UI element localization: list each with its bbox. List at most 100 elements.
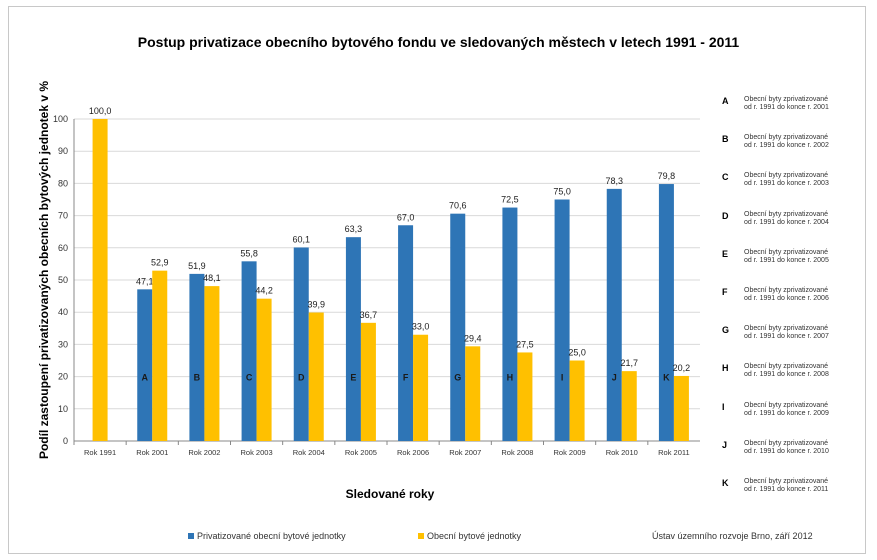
y-tick-label: 80 [58, 178, 68, 188]
note-letter: A [722, 96, 729, 106]
bar-letter: G [454, 373, 461, 383]
note-letter: I [722, 401, 725, 412]
source-note: Ústav územního rozvoje Brno, září 2012 [652, 531, 813, 541]
bar-privatized [554, 199, 570, 441]
y-tick-label: 20 [58, 372, 68, 382]
note-letter: K [722, 478, 729, 488]
note-text: Obecní byty zprivatizované od r. 1991 do… [744, 401, 829, 417]
x-tick-label: Rok 2010 [606, 448, 638, 457]
legend-item-municipal: Obecní bytové jednotky [418, 531, 521, 541]
note-letter: H [722, 363, 729, 374]
legend-swatch-orange [418, 533, 424, 539]
note-text: Obecní byty zprivatizované od r. 1991 do… [744, 439, 829, 455]
note-letter: B [722, 134, 729, 145]
data-label-municipal: 52,9 [151, 258, 169, 268]
y-tick-label: 100 [53, 114, 68, 124]
x-tick-label: Rok 2008 [501, 448, 533, 457]
bar-privatized [293, 247, 309, 441]
bar-municipal [673, 375, 689, 441]
y-tick-label: 0 [63, 436, 68, 446]
bar-privatized [189, 273, 205, 441]
y-tick-label: 30 [58, 339, 68, 349]
legend-swatch-blue [188, 533, 194, 539]
bar-privatized [241, 261, 257, 441]
x-axis-label: Sledované roky [345, 487, 435, 501]
data-label-municipal: 48,1 [203, 273, 221, 283]
y-tick-label: 40 [58, 307, 68, 317]
note-text: Obecní byty zprivatizované od r. 1991 do… [744, 248, 829, 264]
bar-letter: I [561, 373, 564, 383]
note-text: Obecní byty zprivatizované od r. 1991 do… [744, 210, 829, 226]
bar-letter: J [612, 373, 617, 383]
note-text: Obecní byty zprivatizované od r. 1991 do… [744, 96, 829, 111]
data-label-privatized: 78,3 [605, 176, 623, 186]
data-label-municipal: 39,9 [307, 300, 325, 310]
note-text: Obecní byty zprivatizované od r. 1991 do… [744, 287, 829, 302]
x-tick-label: Rok 2009 [554, 448, 586, 457]
data-label-privatized: 51,9 [188, 261, 206, 271]
bar-letter: B [194, 373, 201, 383]
legend-item-privatized: Privatizované obecní bytové jednotky [188, 531, 346, 541]
bar-letter: K [663, 373, 670, 383]
x-tick-label: Rok 2005 [345, 448, 377, 457]
bar-letter: F [403, 373, 409, 383]
y-tick-label: 50 [58, 275, 68, 285]
bar-letter: H [507, 373, 514, 383]
data-label-municipal: 100,0 [89, 106, 112, 116]
note-text: Obecní byty zprivatizované od r. 1991 do… [744, 363, 829, 379]
data-label-municipal: 21,7 [620, 358, 638, 368]
note-letter: E [722, 248, 729, 259]
bar-municipal [517, 352, 533, 441]
data-label-privatized: 67,0 [397, 212, 415, 222]
note-letter: G [722, 325, 730, 336]
x-tick-label: Rok 2004 [293, 448, 325, 457]
x-tick-label: Rok 2003 [241, 448, 273, 457]
bar-privatized [450, 213, 466, 441]
x-tick-label: Rok 2007 [449, 448, 481, 457]
bar-letter: D [298, 373, 305, 383]
data-label-privatized: 79,8 [658, 171, 676, 181]
bar-privatized [345, 237, 361, 441]
note-text: Obecní byty zprivatizované od r. 1991 do… [744, 478, 829, 493]
bar-municipal [569, 360, 585, 441]
note-letter: J [722, 439, 728, 450]
data-label-municipal: 20,2 [673, 363, 691, 373]
data-label-privatized: 72,5 [501, 195, 519, 205]
note-letter: F [722, 287, 728, 297]
bar-privatized [606, 188, 622, 441]
legend-label-municipal: Obecní bytové jednotky [427, 531, 522, 541]
data-label-municipal: 25,0 [568, 348, 586, 358]
note-text: Obecní byty zprivatizované od r. 1991 do… [744, 134, 829, 150]
bar-municipal [308, 312, 324, 441]
note-letter: C [722, 172, 729, 183]
bar-municipal [413, 334, 429, 441]
bar-privatized [658, 184, 674, 441]
data-label-municipal: 29,4 [464, 333, 482, 343]
y-tick-label: 90 [58, 146, 68, 156]
note-letter: D [722, 210, 729, 221]
bar-municipal [204, 286, 220, 441]
data-label-municipal: 33,0 [412, 322, 430, 332]
data-label-privatized: 63,3 [345, 224, 363, 234]
data-label-privatized: 60,1 [292, 234, 310, 244]
bar-municipal [621, 371, 637, 441]
data-label-municipal: 36,7 [360, 310, 378, 320]
y-tick-label: 70 [58, 211, 68, 221]
data-label-privatized: 55,8 [240, 248, 258, 258]
chart-title: Postup privatizace obecního bytového fon… [137, 34, 740, 50]
x-tick-label: Rok 1991 [84, 448, 116, 457]
data-label-privatized: 75,0 [553, 187, 571, 197]
bar-letter: C [246, 373, 253, 383]
legend-label-privatized: Privatizované obecní bytové jednotky [197, 531, 346, 541]
data-label-privatized: 47,1 [136, 276, 154, 286]
data-label-municipal: 27,5 [516, 339, 534, 349]
bar-privatized [502, 207, 518, 441]
x-tick-label: Rok 2006 [397, 448, 429, 457]
note-text: Obecní byty zprivatizované od r. 1991 do… [744, 172, 829, 188]
bar-municipal [465, 346, 481, 441]
data-label-privatized: 70,6 [449, 201, 467, 211]
note-text: Obecní byty zprivatizované od r. 1991 do… [744, 325, 829, 341]
y-tick-label: 60 [58, 243, 68, 253]
bar-letter: A [142, 373, 149, 383]
bar-privatized [137, 289, 153, 441]
